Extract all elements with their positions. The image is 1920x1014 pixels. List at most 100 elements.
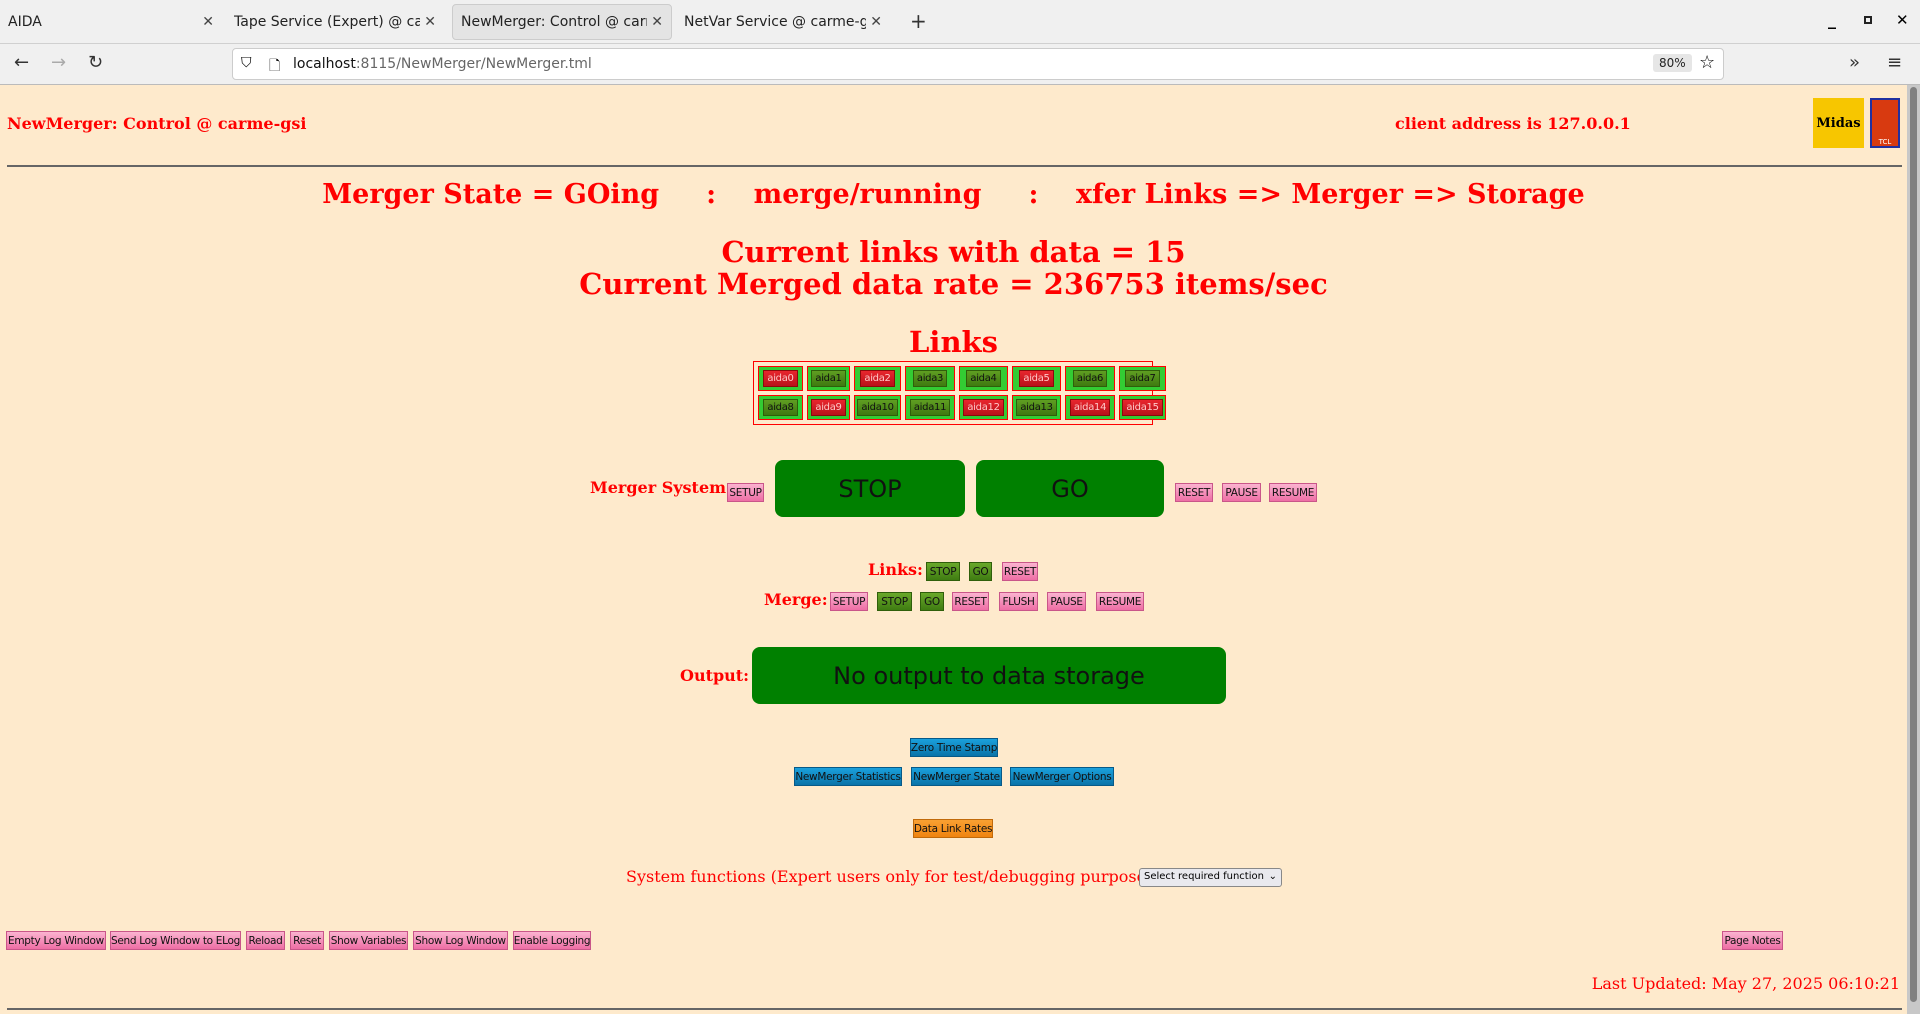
link-button-aida12[interactable]: aida12 (963, 399, 1004, 416)
new-tab-icon[interactable]: + (910, 9, 927, 33)
output-status-button[interactable]: No output to data storage (752, 647, 1226, 704)
link-cell: aida12 (959, 395, 1008, 420)
tab-title: NewMerger: Control @ carme-gsi (461, 14, 647, 30)
scrollbar-thumb[interactable] (1910, 87, 1917, 1002)
enable-logging-button[interactable]: Enable Logging (513, 931, 591, 950)
tab-title: NetVar Service @ carme-gsi (684, 14, 867, 30)
link-cell: aida13 (1012, 395, 1061, 420)
link-button-aida13[interactable]: aida13 (1016, 399, 1057, 416)
link-cell: aida10 (854, 395, 901, 420)
page-header-title: NewMerger: Control @ carme-gsi (7, 114, 307, 133)
merger-stop-button[interactable]: STOP (775, 460, 965, 517)
links-go-button[interactable]: GO (969, 562, 992, 581)
output-label: Output: (680, 666, 750, 685)
link-cell: aida14 (1065, 395, 1115, 420)
merge-flush-button[interactable]: FLUSH (999, 592, 1038, 611)
link-button-aida2[interactable]: aida2 (860, 370, 895, 387)
show-variables-button[interactable]: Show Variables (329, 931, 408, 950)
merge-stop-button[interactable]: STOP (877, 592, 912, 611)
bookmark-star-icon[interactable]: ☆ (1699, 52, 1716, 73)
link-cell: aida5 (1012, 366, 1061, 391)
url-bar[interactable]: ⛉ 🗋 localhost:8115/NewMerger/NewMerger.t… (232, 48, 1724, 80)
link-button-aida10[interactable]: aida10 (857, 399, 898, 416)
zero-time-stamp-button[interactable]: Zero Time Stamp (910, 738, 998, 757)
link-cell: aida7 (1119, 366, 1166, 391)
link-button-aida0[interactable]: aida0 (763, 370, 798, 387)
link-button-aida4[interactable]: aida4 (966, 370, 1001, 387)
merge-resume-button[interactable]: RESUME (1096, 592, 1144, 611)
close-icon[interactable]: ✕ (424, 14, 436, 30)
close-window-icon[interactable]: ✕ (1896, 11, 1909, 29)
link-cell: aida4 (959, 366, 1008, 391)
select-value: Select required function (1144, 871, 1264, 882)
overflow-icon[interactable]: » (1849, 52, 1861, 73)
close-icon[interactable]: ✕ (651, 14, 663, 30)
merge-reset-button[interactable]: RESET (952, 592, 989, 611)
merger-resume-button[interactable]: RESUME (1269, 483, 1317, 502)
reset-button[interactable]: Reset (290, 931, 324, 950)
show-log-window-button[interactable]: Show Log Window (413, 931, 508, 950)
link-cell: aida15 (1119, 395, 1166, 420)
system-functions-select[interactable]: Select required function ⌄ (1139, 868, 1282, 887)
back-icon[interactable]: ← (14, 52, 30, 73)
link-button-aida15[interactable]: aida15 (1122, 399, 1163, 416)
url-text[interactable]: localhost:8115/NewMerger/NewMerger.tml (293, 56, 592, 72)
merge-pause-button[interactable]: PAUSE (1047, 592, 1086, 611)
link-button-aida11[interactable]: aida11 (909, 399, 951, 416)
links-stop-button[interactable]: STOP (926, 562, 960, 581)
link-button-aida7[interactable]: aida7 (1125, 370, 1160, 387)
midas-logo: Midas (1813, 98, 1864, 148)
divider (7, 1008, 1902, 1010)
link-button-aida8[interactable]: aida8 (763, 399, 798, 416)
close-icon[interactable]: ✕ (202, 14, 214, 30)
link-button-aida3[interactable]: aida3 (912, 370, 948, 387)
link-button-aida14[interactable]: aida14 (1069, 399, 1111, 416)
link-cell: aida1 (807, 366, 850, 391)
last-updated: Last Updated: May 27, 2025 06:10:21 (1591, 974, 1900, 993)
links-with-data: Current links with data = 15 (721, 235, 1186, 269)
send-log-to-elog-button[interactable]: Send Log Window to ELog (110, 931, 241, 950)
minimize-icon[interactable]: _ (1828, 10, 1836, 29)
link-cell: aida6 (1065, 366, 1115, 391)
tab-aida[interactable]: AIDA ✕ (0, 4, 222, 40)
merger-go-button[interactable]: GO (976, 460, 1164, 517)
data-link-rates-button[interactable]: Data Link Rates (913, 819, 993, 838)
tab-newmerger-control[interactable]: NewMerger: Control @ carme-gsi✕ (452, 4, 672, 40)
merger-setup-button[interactable]: SETUP (727, 483, 764, 502)
reload-button[interactable]: Reload (246, 931, 285, 950)
link-button-aida1[interactable]: aida1 (811, 370, 846, 387)
link-cell: aida2 (854, 366, 901, 391)
divider (7, 165, 1902, 167)
zoom-level[interactable]: 80% (1653, 54, 1692, 72)
link-button-aida5[interactable]: aida5 (1019, 370, 1054, 387)
newmerger-statistics-button[interactable]: NewMerger Statistics (794, 767, 902, 786)
link-button-aida9[interactable]: aida9 (811, 399, 846, 416)
links-reset-button[interactable]: RESET (1002, 562, 1038, 581)
merge-setup-button[interactable]: SETUP (830, 592, 868, 611)
merger-reset-button[interactable]: RESET (1175, 483, 1213, 502)
tab-netvar-service[interactable]: NetVar Service @ carme-gsi ✕ (676, 4, 890, 40)
close-icon[interactable]: ✕ (870, 14, 882, 30)
reload-icon[interactable]: ↻ (88, 52, 104, 73)
menu-icon[interactable]: ≡ (1887, 52, 1903, 73)
page-notes-button[interactable]: Page Notes (1722, 931, 1783, 950)
links-heading: Links (909, 325, 998, 359)
nav-bar: ← → ↻ ⛉ 🗋 localhost:8115/NewMerger/NewMe… (0, 44, 1920, 85)
merge-go-button[interactable]: GO (920, 592, 944, 611)
tcl-logo: TCL (1870, 98, 1900, 148)
tab-tape-service[interactable]: Tape Service (Expert) @ carme-gsi✕ (226, 4, 444, 40)
forward-icon[interactable]: → (51, 52, 67, 73)
empty-log-window-button[interactable]: Empty Log Window (6, 931, 106, 950)
maximize-icon[interactable] (1864, 16, 1872, 24)
tab-bar: AIDA✕ Tape Service (Expert) @ carme-gsi✕… (0, 0, 1920, 44)
merger-pause-button[interactable]: PAUSE (1222, 483, 1261, 502)
merged-data-rate: Current Merged data rate = 236753 items/… (579, 267, 1328, 301)
shield-icon[interactable]: ⛉ (241, 55, 252, 71)
link-cell: aida0 (758, 366, 803, 391)
link-cell: aida3 (905, 366, 955, 391)
links-control-label: Links: (868, 560, 923, 579)
link-button-aida6[interactable]: aida6 (1072, 370, 1108, 387)
newmerger-options-button[interactable]: NewMerger Options (1010, 767, 1114, 786)
scrollbar[interactable] (1907, 85, 1920, 1014)
newmerger-state-button[interactable]: NewMerger State (911, 767, 1002, 786)
